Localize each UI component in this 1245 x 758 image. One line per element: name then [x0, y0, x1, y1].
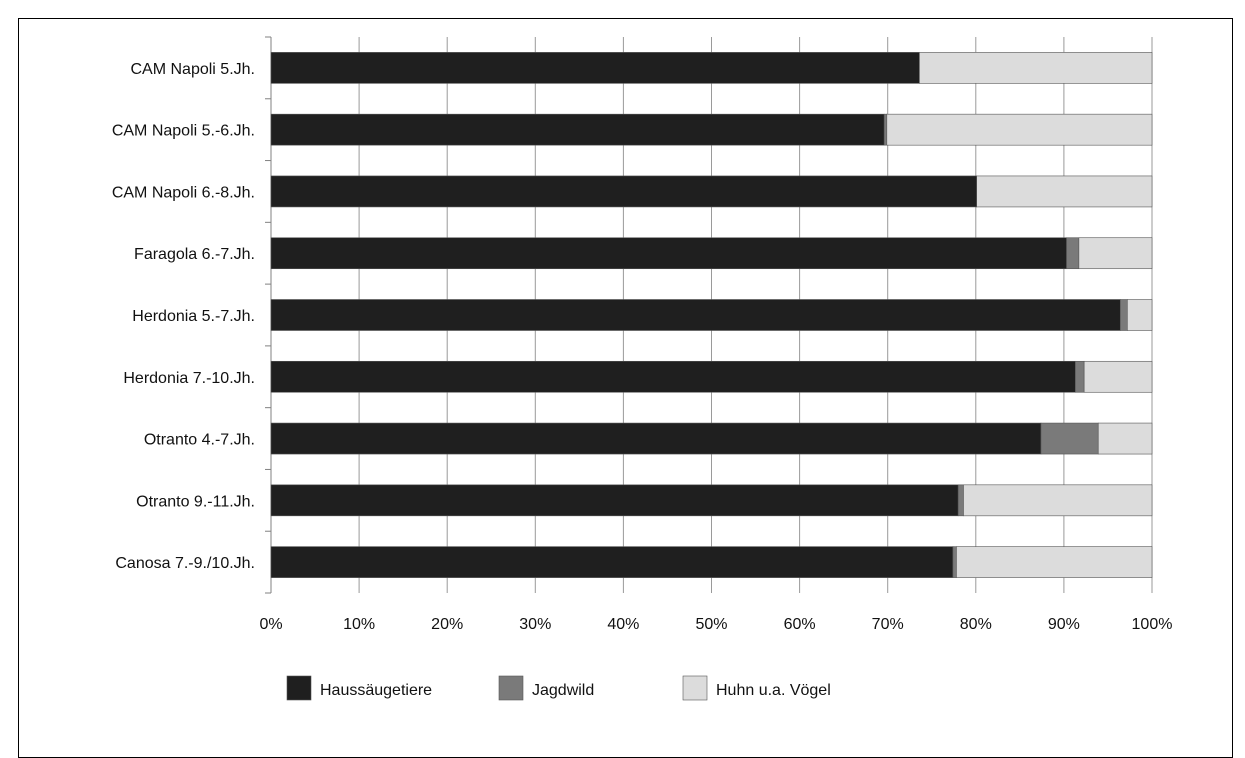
bar-segment-huhn: [886, 113, 1153, 146]
bar-segment-huhn: [919, 52, 1153, 84]
stacked-bar-chart: CAM Napoli 5.Jh. CAM Napoli 5.-6.Jh. CAM N…: [112, 36, 1173, 701]
bar-segment-haussaeugetiere: [270, 175, 977, 208]
bar-segment-haussaeugetiere: [270, 484, 959, 517]
x-tick-label: 20%: [431, 616, 463, 633]
x-tick-label: 90%: [1048, 616, 1080, 633]
x-tick-label: 70%: [872, 616, 904, 633]
category-label: Otranto 9.-11.Jh.: [136, 493, 255, 510]
bar-segment-haussaeugetiere: [270, 113, 885, 146]
category-label: Faragola 6.-7.Jh.: [134, 246, 255, 263]
x-tick-label: 30%: [519, 616, 551, 633]
bar-segment-huhn: [976, 175, 1153, 208]
bar-segment-jagdwild: [957, 484, 964, 517]
bar-segment-huhn: [1097, 422, 1153, 455]
bar-segment-haussaeugetiere: [270, 52, 920, 84]
legend-label: Huhn u.a. Vögel: [716, 682, 831, 699]
legend-swatch-haussaeugetiere: [286, 675, 312, 701]
bar-segment-huhn: [1078, 237, 1153, 270]
legend-swatch-jagdwild: [498, 675, 524, 701]
bar-segment-haussaeugetiere: [270, 422, 1042, 455]
bar-segment-huhn: [1127, 299, 1153, 331]
category-label: Otranto 4.-7.Jh.: [144, 432, 255, 449]
chart-frame: CAM Napoli 5.Jh. CAM Napoli 5.-6.Jh. CAM N…: [18, 18, 1233, 758]
x-tick-label: 100%: [1132, 616, 1173, 633]
bar-segment-jagdwild: [952, 546, 957, 578]
bar-segment-jagdwild: [883, 113, 888, 146]
bar-segment-haussaeugetiere: [270, 546, 954, 578]
bar-segment-jagdwild: [1075, 360, 1085, 393]
bar-segment-huhn: [963, 484, 1153, 517]
bar-segment-jagdwild: [1040, 422, 1099, 455]
x-tick-label: 40%: [607, 616, 639, 633]
category-label: Herdonia 7.-10.Jh.: [123, 370, 255, 387]
bar-segment-huhn: [1083, 360, 1153, 393]
x-tick-label: 10%: [343, 616, 375, 633]
bar-segment-jagdwild: [1066, 237, 1080, 270]
x-tick-label: 60%: [784, 616, 816, 633]
bar-segment-huhn: [956, 546, 1153, 578]
legend-label: Haussäugetiere: [320, 682, 432, 699]
category-label: CAM Napoli 5.Jh.: [131, 61, 256, 78]
bar-segment-haussaeugetiere: [270, 237, 1067, 270]
x-tick-label: 0%: [259, 616, 282, 633]
legend-swatch-huhn: [682, 675, 708, 701]
bar-segment-jagdwild: [1119, 299, 1128, 331]
x-tick-label: 50%: [695, 616, 727, 633]
category-label: CAM Napoli 5.-6.Jh.: [112, 123, 255, 140]
bar-segment-haussaeugetiere: [270, 360, 1076, 393]
bar-segment-haussaeugetiere: [270, 299, 1121, 331]
category-label: CAM Napoli 6.-8.Jh.: [112, 184, 255, 201]
category-label: Canosa 7.-9./10.Jh.: [115, 555, 255, 572]
x-tick-label: 80%: [960, 616, 992, 633]
legend-label: Jagdwild: [532, 682, 594, 699]
category-label: Herdonia 5.-7.Jh.: [132, 308, 255, 325]
